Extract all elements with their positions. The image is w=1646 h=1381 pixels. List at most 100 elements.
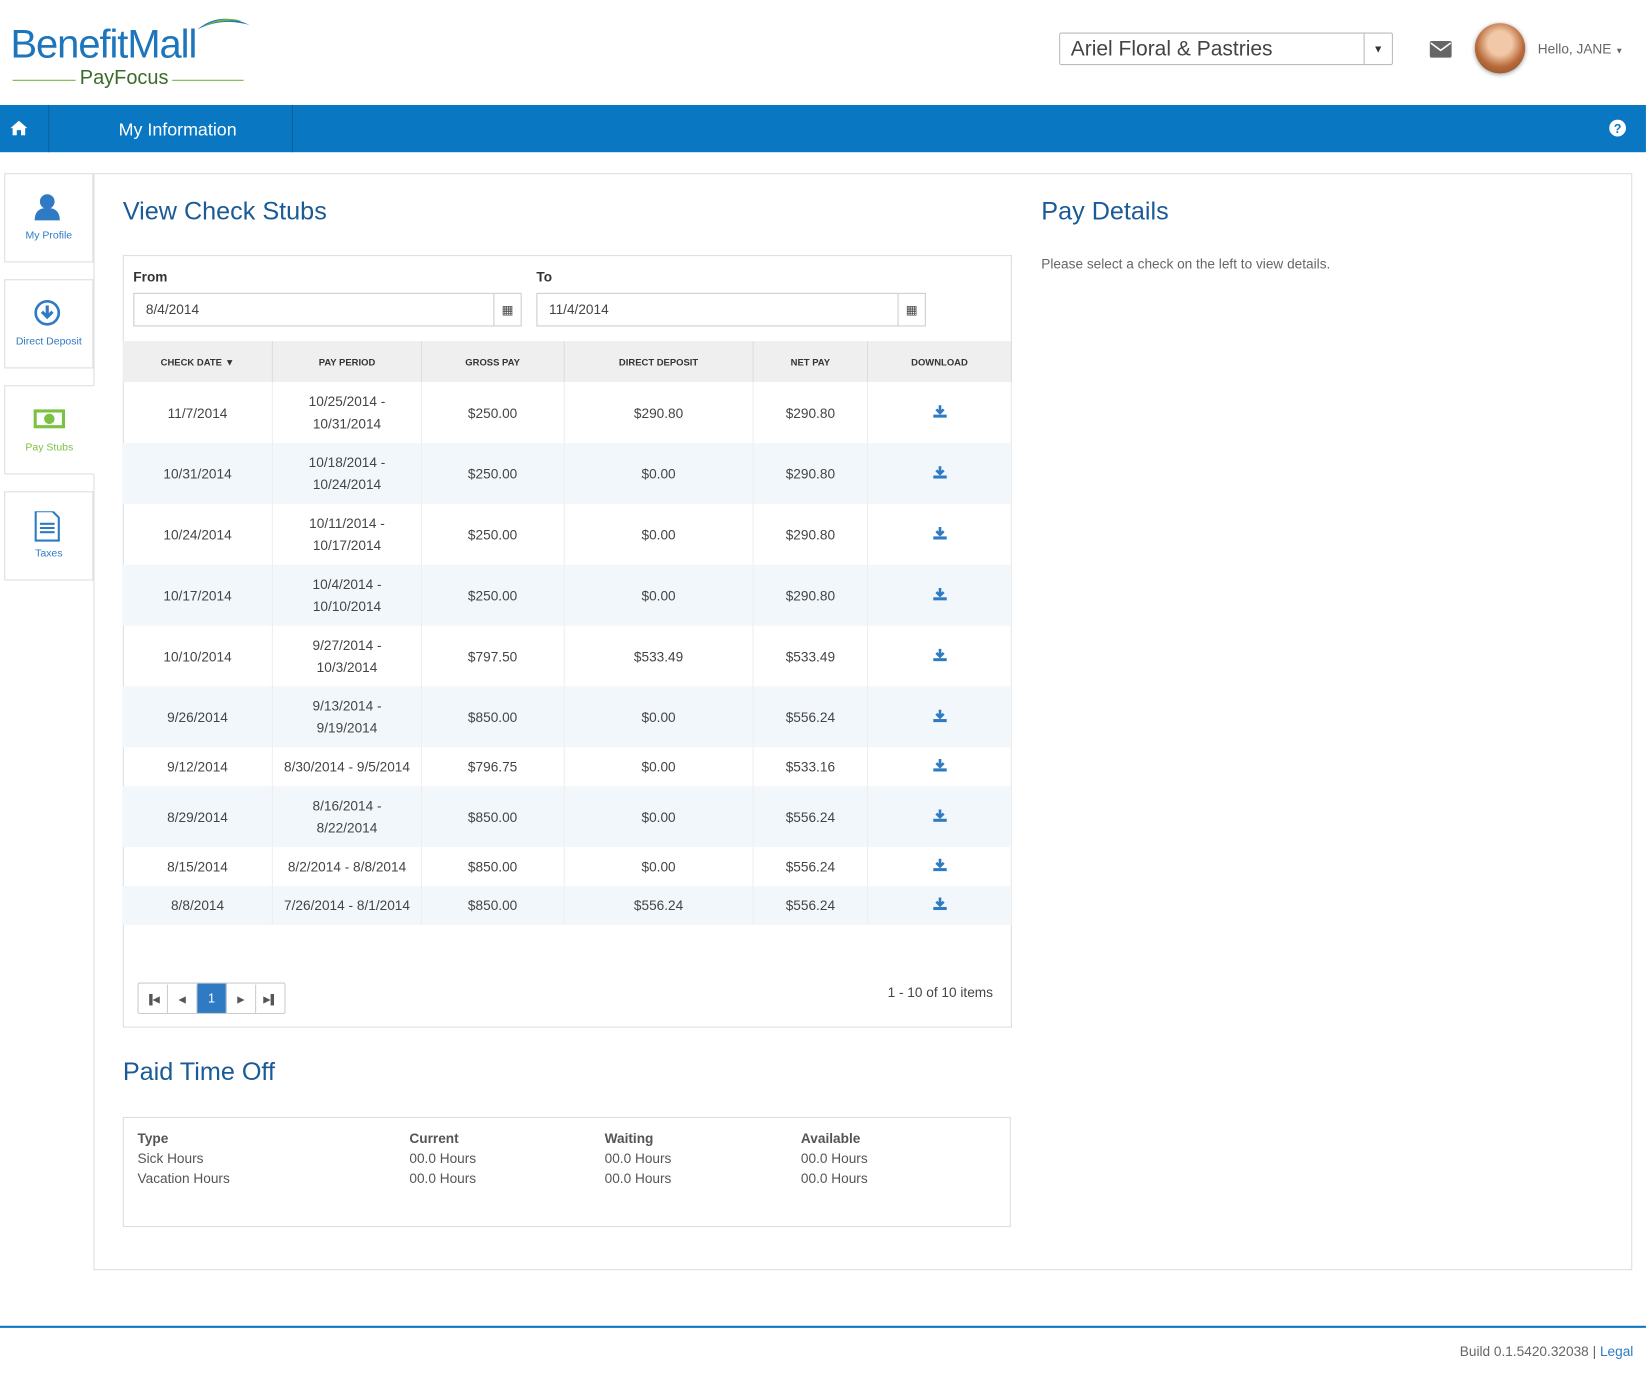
cell-text: 8/16/2014 - 8/22/2014 [312, 797, 382, 836]
sidebar-icon [33, 299, 60, 326]
table-cell: $556.24 [753, 847, 869, 886]
table-cell: 8/15/2014 [122, 847, 274, 886]
table-cell: $290.80 [753, 382, 869, 443]
home-icon[interactable] [10, 120, 28, 136]
cell-text: 8/29/2014 [167, 808, 228, 825]
table-body: 11/7/2014 10/25/2014 - 10/31/2014 $250.00 $… [122, 382, 1012, 925]
column-header: DIRECT DEPOSIT [563, 341, 754, 383]
cell-text: $0.00 [641, 587, 676, 604]
sidebar-item[interactable]: My Profile [4, 173, 94, 263]
dropdown-caret[interactable]: ▼ [1363, 33, 1392, 65]
last-page[interactable]: ▶▌ [263, 994, 278, 1005]
download-icon[interactable] [932, 808, 947, 822]
download-icon[interactable] [932, 709, 947, 722]
nav-bar: My Information ? [0, 104, 1646, 153]
cell-text: 9/13/2014 - 9/19/2014 [312, 698, 382, 736]
cell-text: $533.49 [785, 648, 836, 664]
table-row[interactable]: 9/26/2014 9/13/2014 - 9/19/2014 $850.00 $0.… [122, 686, 1012, 748]
to-input[interactable]: 11/4/2014 ▦ [536, 292, 926, 327]
table-cell: $250.00 [421, 564, 565, 626]
cell-text: 8/8/2014 [170, 897, 225, 914]
sidebar-item[interactable]: Taxes [4, 491, 94, 581]
cell-text: 11/7/2014 [167, 404, 228, 421]
company-select[interactable]: Ariel Floral & Pastries ▼ [1059, 32, 1393, 66]
table-row[interactable]: 8/15/2014 8/2/2014 - 8/8/2014 $850.00 $0.00… [122, 847, 1012, 886]
column-header[interactable]: CHECK DATE ▼ [122, 341, 274, 383]
column-label: PAY PERIOD [318, 356, 376, 367]
table-cell [867, 503, 1012, 565]
table-cell: $0.00 [563, 747, 754, 787]
table-cell: 9/13/2014 - 9/19/2014 [272, 686, 422, 748]
next-page[interactable]: ▶ [227, 984, 257, 1015]
pto-cell: 00.0 Hours [800, 1170, 868, 1187]
pager-summary: 1 - 10 of 10 items [887, 984, 994, 1001]
sidebar-item[interactable]: Pay Stubs [4, 385, 95, 475]
cell-text: $290.80 [785, 526, 836, 543]
column-header: GROSS PAY [421, 341, 565, 383]
download-icon[interactable] [932, 526, 947, 540]
table-row[interactable]: 8/29/2014 8/16/2014 - 8/22/2014 $850.00 $0.… [122, 786, 1012, 848]
pto-cell: Sick Hours [137, 1150, 204, 1167]
avatar[interactable] [1474, 23, 1526, 74]
column-label: DIRECT DEPOSIT [618, 356, 699, 367]
from-value: 8/4/2014 [145, 301, 200, 318]
prev-page[interactable]: ◀ [168, 984, 198, 1015]
cell-text: $290.80 [785, 404, 836, 421]
current-page[interactable]: 1 [197, 983, 227, 1013]
download-icon[interactable] [932, 897, 947, 911]
logo-swoosh [197, 18, 250, 30]
table-cell: 10/11/2014 - 10/17/2014 [272, 503, 422, 565]
sidebar-label: Taxes [35, 547, 63, 560]
legal-link[interactable]: Legal [1599, 1343, 1634, 1360]
table-cell: $0.00 [563, 686, 754, 748]
cell-text: $0.00 [641, 858, 676, 875]
download-icon[interactable] [932, 758, 947, 772]
pto-box: Type Current Waiting Available Sick Hours 00.… [122, 1116, 1011, 1228]
cell-text: 7/26/2014 - 8/1/2014 [284, 897, 410, 914]
table-cell: $533.16 [753, 747, 869, 787]
table-cell: $850.00 [421, 686, 565, 748]
table-cell: 7/26/2014 - 8/1/2014 [272, 885, 422, 925]
download-icon[interactable] [932, 465, 947, 479]
pto-cell: 00.0 Hours [409, 1170, 477, 1187]
sidebar-item[interactable]: Direct Deposit [4, 279, 94, 369]
table-row[interactable]: 10/10/2014 9/27/2014 - 10/3/2014 $797.50 $5… [122, 625, 1012, 687]
from-input[interactable]: 8/4/2014 ▦ [133, 292, 522, 327]
pto-cell: 00.0 Hours [800, 1150, 868, 1167]
mail-icon[interactable] [1429, 40, 1452, 58]
cell-text: 9/12/2014 [167, 758, 228, 775]
pay-details-message: Please select a check on the left to vie… [1041, 256, 1331, 272]
download-icon[interactable] [932, 858, 947, 872]
table-row[interactable]: 10/31/2014 10/18/2014 - 10/24/2014 $250.00… [122, 442, 1012, 504]
table-cell: $533.49 [563, 625, 754, 687]
table-row[interactable]: 10/17/2014 10/4/2014 - 10/10/2014 $250.00 $… [122, 564, 1012, 626]
table-row[interactable]: 10/24/2014 10/11/2014 - 10/17/2014 $250.00… [122, 503, 1012, 565]
table-cell: 10/4/2014 - 10/10/2014 [272, 564, 422, 626]
column-header: PAY PERIOD [272, 341, 422, 383]
calendar-button[interactable]: ▦ [493, 293, 520, 326]
help-icon[interactable]: ? [1609, 119, 1626, 137]
pto-header: Current [409, 1130, 459, 1147]
download-icon[interactable] [932, 587, 947, 600]
table-cell: 10/10/2014 [122, 625, 274, 687]
table-cell: $0.00 [563, 564, 754, 626]
cell-text: 10/24/2014 [163, 526, 232, 543]
cell-text: $0.00 [641, 758, 676, 775]
nav-title[interactable]: My Information [118, 119, 237, 140]
calendar-button[interactable]: ▦ [897, 293, 924, 326]
table-row[interactable]: 11/7/2014 10/25/2014 - 10/31/2014 $250.00 $… [122, 382, 1012, 443]
table-cell: 9/12/2014 [122, 747, 274, 787]
cell-text: 10/17/2014 [163, 587, 232, 604]
section-title: Pay Details [1041, 197, 1169, 226]
table-cell: $850.00 [421, 847, 565, 886]
user-menu[interactable]: Hello, JANE ▼ [1537, 40, 1624, 57]
download-icon[interactable] [932, 404, 947, 418]
table-cell: $250.00 [421, 382, 565, 443]
first-page[interactable]: ▐◀ [139, 984, 168, 1015]
table-cell: $0.00 [563, 786, 754, 848]
table-row[interactable]: 9/12/2014 8/30/2014 - 9/5/2014 $796.75 $0.0… [122, 747, 1012, 787]
table-row[interactable]: 8/8/2014 7/26/2014 - 8/1/2014 $850.00 $556.… [122, 885, 1012, 925]
download-icon[interactable] [932, 648, 947, 661]
